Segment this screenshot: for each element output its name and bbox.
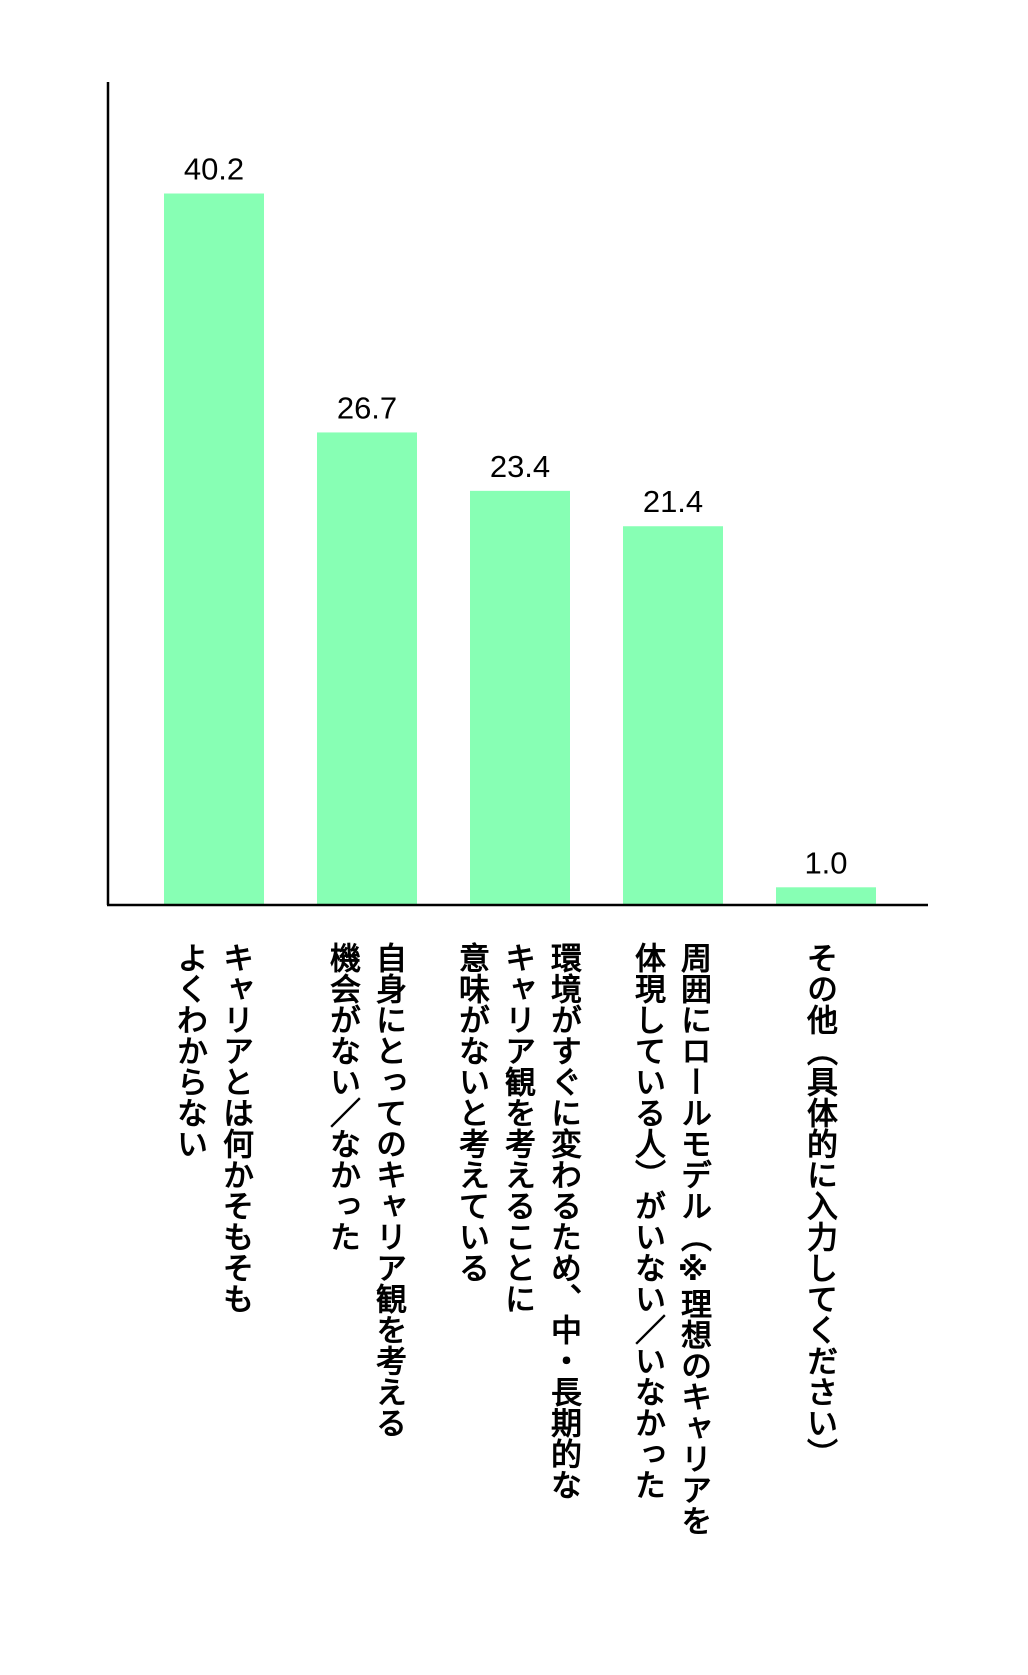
value-label-3: 21.4	[643, 484, 703, 519]
bar-1	[317, 432, 417, 905]
category-label-0: キャリアとは何かそもそも よくわからない	[171, 942, 253, 1314]
bar-chart: 40.2 26.7 23.4 21.4 1.0	[106, 82, 928, 907]
bar-3	[623, 526, 723, 905]
category-label-1: 自身にとってのキャリア観を考える 機会がない／なかった	[324, 942, 406, 1438]
bar-4	[776, 887, 876, 905]
bars-group	[164, 193, 876, 905]
category-label-4: その他（具体的に入力してください）	[801, 942, 837, 1469]
value-labels-group: 40.2 26.7 23.4 21.4 1.0	[184, 152, 848, 881]
value-label-0: 40.2	[184, 152, 244, 187]
value-label-2: 23.4	[490, 449, 550, 484]
bar-0	[164, 193, 264, 905]
value-label-1: 26.7	[337, 390, 397, 425]
category-label-2: 環境がすぐに変わるため、中・長期的な キャリア観を考えることに 意味がないと考え…	[453, 942, 581, 1500]
value-label-4: 1.0	[804, 845, 847, 880]
bar-2	[470, 490, 570, 905]
category-label-3: 周囲にロールモデル（※理想のキャリアを 体現している人）がいない／いなかった	[629, 942, 711, 1536]
